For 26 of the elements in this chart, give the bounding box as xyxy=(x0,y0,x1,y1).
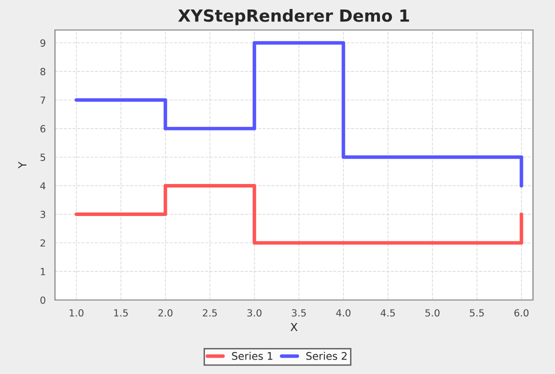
y-tick-label: 5 xyxy=(40,154,46,161)
legend-label: Series 1 xyxy=(232,352,272,360)
y-tick-label: 4 xyxy=(40,182,46,190)
y-axis-title: Y xyxy=(18,162,26,168)
y-tick-label: 7 xyxy=(40,96,46,104)
y-tick-label: 3 xyxy=(40,210,46,218)
y-tick-label: 9 xyxy=(40,39,46,47)
chart-title: XYStepRenderer Demo 1 xyxy=(178,9,409,26)
y-tick-label: 2 xyxy=(40,239,45,247)
x-tick-label: 3.5 xyxy=(292,309,306,317)
x-tick-label: 4.5 xyxy=(380,309,395,317)
x-tick-label: 1.0 xyxy=(70,309,84,317)
y-tick-label: 1 xyxy=(40,268,46,276)
y-tick-label: 8 xyxy=(40,68,46,76)
x-tick-label: 6.0 xyxy=(514,309,529,317)
x-tick-label: 3.0 xyxy=(247,309,262,317)
x-tick-label: 4.0 xyxy=(336,309,350,317)
x-tick-label: 1.5 xyxy=(114,309,128,317)
x-tick-label: 2.0 xyxy=(158,309,172,317)
y-tick-label: 0 xyxy=(40,296,46,304)
legend-label: Series 2 xyxy=(306,352,347,360)
y-tick-label: 6 xyxy=(40,125,46,132)
x-tick-label: 5.0 xyxy=(425,309,440,317)
x-axis-title: X xyxy=(290,322,298,332)
x-tick-label: 2.5 xyxy=(202,309,217,317)
x-tick-label: 5.5 xyxy=(470,309,484,317)
